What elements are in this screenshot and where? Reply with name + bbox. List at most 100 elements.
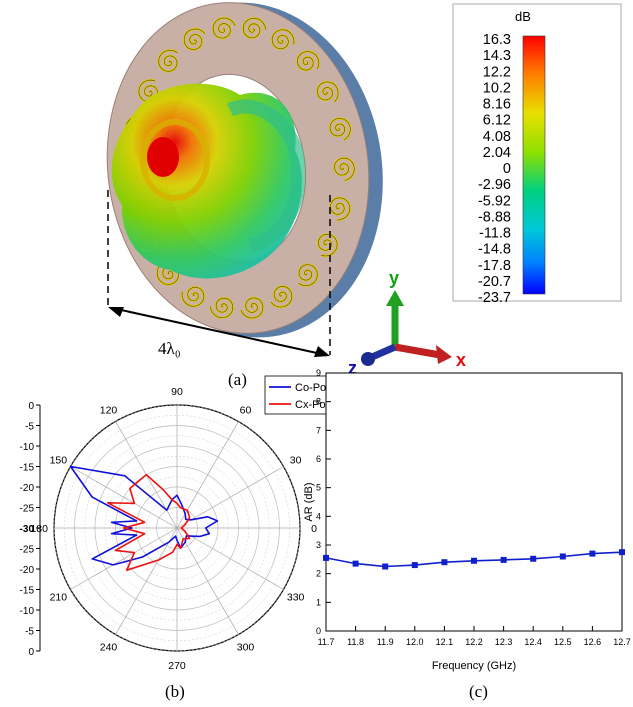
spiral-element-outline	[298, 264, 318, 286]
polar-chart: 90603003303002702402101801501200-5-10-15…	[20, 375, 346, 672]
spiral-element-outline	[330, 197, 351, 221]
colorbar-tick-label: 6.12	[483, 113, 511, 129]
polar-angle-label: 120	[100, 404, 118, 416]
spiral-element-outline	[181, 286, 205, 307]
colorbar-tick-label: -14.8	[478, 242, 511, 258]
polar-radial-tick-label: -30	[20, 524, 35, 535]
spiral-element-outline	[316, 81, 339, 103]
colorbar-tick-label: -8.88	[478, 209, 511, 225]
colorbar-tick-label: 2.04	[483, 145, 511, 161]
ar-x-tick-label: 12.1	[436, 637, 454, 647]
legend-label: Co-Pol	[295, 382, 329, 394]
ar-x-tick-label: 12.4	[524, 637, 542, 647]
spiral-element-outline	[242, 17, 266, 39]
radiation-pattern	[111, 83, 306, 279]
ar-y-tick-label: 9	[316, 368, 321, 378]
polar-spoke	[176, 527, 239, 635]
polar-radial-tick-label: -20	[20, 483, 35, 494]
spiral-element-outline	[156, 265, 179, 285]
ar-data-point	[530, 555, 537, 562]
polar-radial-tick-label: -15	[20, 586, 35, 597]
polar-radial-tick-label: -10	[20, 606, 35, 617]
ar-y-tick-label: 6	[316, 454, 321, 464]
ar-plot-frame	[325, 372, 623, 632]
colorbar-tick-label: -11.8	[479, 226, 511, 242]
ar-y-tick-label: 3	[316, 540, 321, 550]
colorbar-tick-label: 16.3	[483, 32, 511, 48]
polar-radial-tick-label: -10	[20, 442, 35, 453]
axis-triad: y x z	[348, 268, 466, 375]
colorbar-tick-label: 8.16	[483, 97, 511, 113]
colorbar-tick-label: -20.7	[478, 274, 511, 290]
ar-y-tick-label: 5	[316, 483, 321, 493]
ar-x-tick-label: 11.8	[347, 637, 364, 647]
spiral-element-outline	[317, 233, 338, 257]
ar-x-tick-label: 12.6	[584, 637, 602, 647]
axis-x-label: x	[456, 350, 466, 370]
polar-angle-label: 210	[50, 592, 68, 604]
colorbar-tick-label: 4.08	[483, 129, 511, 145]
colorbar-unit: dB	[515, 9, 531, 24]
caption-a: (a)	[228, 370, 247, 389]
ar-x-tick-label: 12.2	[465, 637, 483, 647]
ar-chart: 0 1 2 3 4 5 6 7 8 9 11.7 11.8 11.9 12.0 12.1 12.2 12.3 12…	[303, 368, 631, 672]
polar-series-cxpol	[106, 473, 191, 571]
spiral-element-outline	[212, 17, 236, 39]
ar-x-tick-label: 12.3	[495, 637, 513, 647]
ar-y-axis-label: AR (dB)	[303, 482, 315, 521]
polar-spoke	[70, 527, 178, 590]
polar-series-copol	[69, 465, 219, 566]
caption-b: (b)	[165, 682, 185, 701]
ar-y-tick-label: 7	[316, 425, 321, 435]
ar-y-tick-label: 1	[316, 597, 321, 607]
spiral-element-outline	[240, 297, 264, 319]
colorbar-tick-label: -2.96	[478, 177, 511, 193]
polar-spoke	[176, 466, 284, 529]
polar-angle-label: 30	[290, 455, 302, 467]
polar-radial-tick-label: -5	[25, 627, 34, 638]
ar-data-point	[619, 549, 625, 556]
spiral-element-outline	[210, 297, 234, 319]
spiral-element-outline	[271, 29, 295, 50]
ar-data-point	[382, 563, 389, 570]
ar-data-point	[500, 556, 507, 563]
polar-spoke	[176, 527, 284, 590]
colorbar-tick-label: 12.2	[483, 64, 511, 80]
polar-radial-tick-label: -5	[25, 422, 34, 433]
polar-spoke	[115, 527, 178, 635]
spiral-element-outline	[329, 118, 351, 141]
legend-label: Cx-Pol	[295, 399, 328, 411]
axis-z-label: z	[348, 358, 357, 375]
spiral-element-outline	[158, 50, 178, 72]
ar-data-point	[471, 557, 477, 564]
ar-x-tick-label: 12.7	[613, 637, 631, 647]
ar-y-tick-label: 2	[316, 569, 321, 579]
colorbar-tick-label: 0	[503, 161, 511, 177]
spiral-element-outline	[183, 28, 206, 50]
ar-y-tick-label: 0	[316, 626, 321, 636]
colorbar: dB 16.314.312.210.28.166.124.082.040-2.9…	[452, 3, 622, 306]
colorbar-tick-label: -17.8	[478, 258, 511, 274]
polar-spoke	[176, 421, 239, 529]
caption-c: (c)	[469, 682, 488, 701]
dimension-marker	[107, 190, 331, 357]
ar-data-point	[559, 553, 566, 560]
colorbar-tick-label: -23.7	[478, 290, 511, 306]
spiral-element-outline	[138, 79, 159, 103]
polar-angle-label: 0	[311, 523, 317, 535]
ar-x-tick-label: 12.0	[406, 637, 424, 647]
polar-angle-label: 90	[171, 386, 183, 398]
colorbar-tick-label: 10.2	[483, 80, 511, 96]
spiral-element-outline	[270, 286, 293, 308]
polar-radial-tick-label: 0	[28, 401, 34, 412]
polar-angle-label: 330	[287, 592, 305, 604]
polar-radial-tick-label: -25	[20, 504, 35, 515]
spiral-element-outline	[297, 51, 320, 71]
polar-radial-tick-label: -20	[20, 565, 35, 576]
ar-y-tick-label: 8	[316, 397, 321, 407]
polar-angle-label: 300	[237, 642, 255, 654]
polar-angle-label: 270	[168, 660, 186, 672]
colorbar-tick-label: -5.92	[478, 193, 511, 209]
ar-data-point	[411, 562, 418, 569]
polar-radial-tick-label: -25	[20, 545, 35, 556]
